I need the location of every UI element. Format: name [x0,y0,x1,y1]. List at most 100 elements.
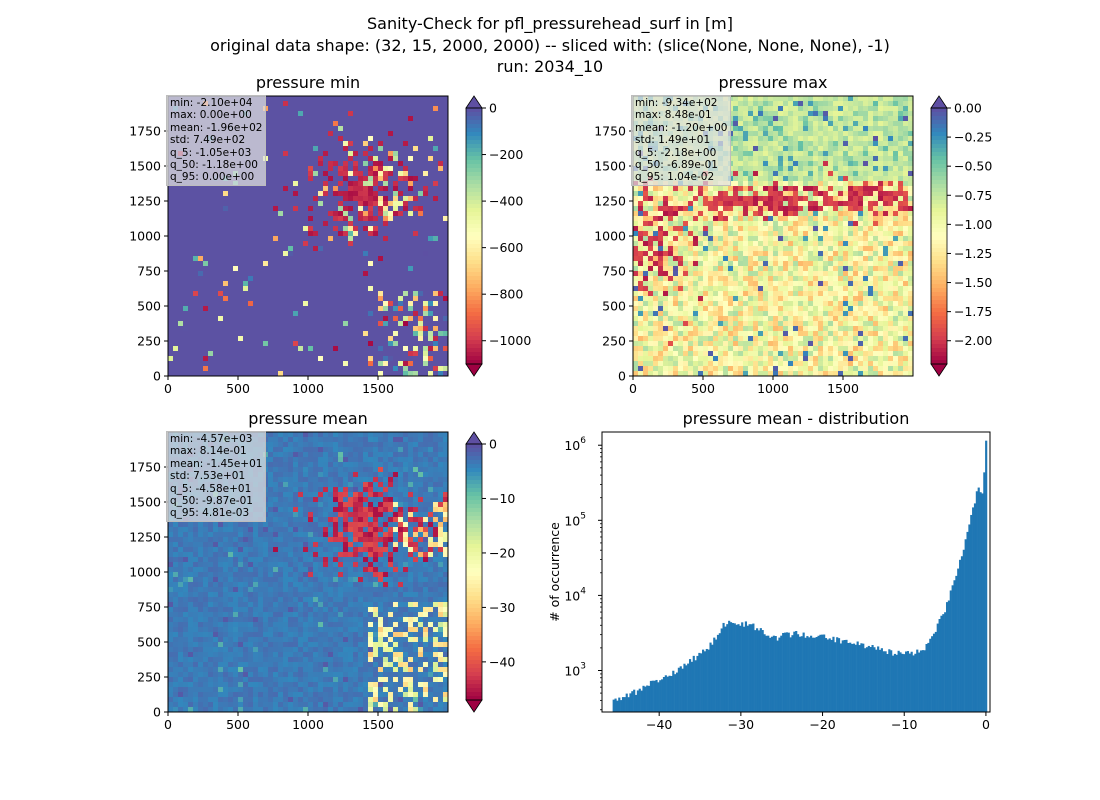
heatmap-cell [683,286,689,292]
heatmap-cell [643,281,649,287]
heatmap-cell [418,301,424,307]
heatmap-cell [713,321,719,327]
heatmap-cell [738,151,744,157]
heatmap-cell [248,206,254,212]
heatmap-cell [183,366,189,372]
heatmap-cell [243,221,249,227]
heatmap-cell [213,336,219,342]
heatmap-cell [263,371,269,377]
heatmap-cell [743,301,749,307]
heatmap-cell [723,281,729,287]
colorbar-segment [466,340,482,345]
heatmap-cell [348,361,354,367]
heatmap-cell [388,196,394,202]
heatmap-cell [413,236,419,242]
heatmap-cell [233,311,239,317]
heatmap-cell [343,266,349,272]
heatmap-cell [283,151,289,157]
heatmap-cell [283,226,289,232]
heatmap-cell [648,326,654,332]
heatmap-cell [348,216,354,222]
heatmap-cell [758,231,764,237]
heatmap-cell [663,196,669,202]
heatmap-cell [693,301,699,307]
heatmap-cell [303,266,309,272]
heatmap-cell [268,176,274,182]
heatmap-cell [273,96,279,102]
heatmap-cell [248,191,254,197]
heatmap-cell [183,226,189,232]
heatmap-cell [398,101,404,107]
heatmap-cell [743,171,749,177]
heatmap-cell [763,101,769,107]
heatmap-cell [348,206,354,212]
heatmap-cell [238,311,244,317]
heatmap-cell [688,271,694,277]
heatmap-cell [773,101,779,107]
heatmap-cell [273,266,279,272]
heatmap-cell [438,366,444,372]
heatmap-cell [348,311,354,317]
heatmap-cell [298,216,304,222]
heatmap-cell [313,361,319,367]
heatmap-cell [713,346,719,352]
heatmap-cell [658,251,664,257]
heatmap-cell [218,356,224,362]
heatmap-cell [323,231,329,237]
heatmap-cell [688,351,694,357]
heatmap-cell [433,236,439,242]
heatmap-cell [333,316,339,322]
heatmap-cell [748,281,754,287]
heatmap-cell [243,281,249,287]
heatmap-cell [338,171,344,177]
heatmap-cell [313,296,319,302]
heatmap-cell [748,266,754,272]
heatmap-cell [298,116,304,122]
heatmap-cell [303,136,309,142]
heatmap-cell [333,341,339,347]
heatmap-cell [778,371,784,377]
heatmap-cell [768,146,774,152]
heatmap-cell [353,136,359,142]
heatmap-cell [338,256,344,262]
heatmap-cell [348,191,354,197]
heatmap-cell [338,306,344,312]
heatmap-cell [293,126,299,132]
heatmap-cell [363,116,369,122]
heatmap-cell [443,291,449,297]
heatmap-cell [718,281,724,287]
heatmap-cell [263,341,269,347]
heatmap-cell [363,161,369,167]
heatmap-cell [323,96,329,102]
heatmap-cell [183,326,189,332]
heatmap-cell [248,311,254,317]
heatmap-cell [703,191,709,197]
heatmap-cell [368,301,374,307]
heatmap-cell [763,201,769,207]
heatmap-cell [663,346,669,352]
heatmap-cell [168,356,174,362]
heatmap-cell [738,121,744,127]
heatmap-cell [428,266,434,272]
heatmap-cell [423,371,429,377]
heatmap-cell [638,211,644,217]
heatmap-cell [358,306,364,312]
heatmap-cell [433,101,439,107]
heatmap-cell [313,311,319,317]
heatmap-cell [673,251,679,257]
heatmap-cell [753,286,759,292]
heatmap-cell [778,296,784,302]
heatmap-cell [348,201,354,207]
heatmap-cell [218,321,224,327]
heatmap-cell [328,321,334,327]
heatmap-cell [423,301,429,307]
heatmap-cell [783,276,789,282]
heatmap-cell [208,291,214,297]
heatmap-cell [733,321,739,327]
heatmap-cell [718,221,724,227]
heatmap-cell [198,201,204,207]
heatmap-cell [763,136,769,142]
heatmap-cell [198,196,204,202]
heatmap-cell [778,151,784,157]
heatmap-cell [343,141,349,147]
